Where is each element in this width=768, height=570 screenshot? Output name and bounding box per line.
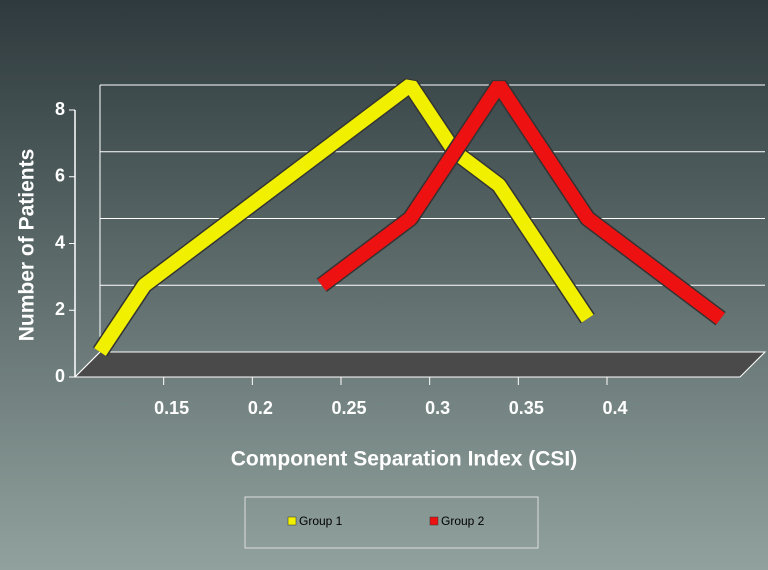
- x-tick-label: 0.15: [154, 398, 189, 418]
- x-tick-label: 0.4: [602, 398, 627, 418]
- y-tick-label: 4: [55, 232, 65, 252]
- x-tick-label: 0.3: [425, 398, 450, 418]
- line: [317, 81, 725, 325]
- line: [94, 79, 594, 356]
- legend-swatch: [429, 516, 439, 526]
- x-axis-title: Component Separation Index (CSI): [231, 448, 578, 471]
- y-tick-label: 8: [55, 99, 65, 119]
- y-tick-label: 6: [55, 166, 65, 186]
- floor: [73, 351, 767, 378]
- x-tick-label: 0.2: [248, 398, 273, 418]
- legend-swatch: [287, 516, 297, 526]
- y-tick-label: 2: [55, 299, 65, 319]
- x-tick-label: 0.35: [509, 398, 544, 418]
- legend-label: Group 1: [299, 514, 343, 528]
- y-axis-title: Number of Patients: [16, 149, 39, 342]
- y-tick-label: 0: [55, 366, 65, 386]
- x-tick-label: 0.25: [331, 398, 366, 418]
- legend-label: Group 2: [441, 514, 485, 528]
- legend-box: [244, 496, 539, 549]
